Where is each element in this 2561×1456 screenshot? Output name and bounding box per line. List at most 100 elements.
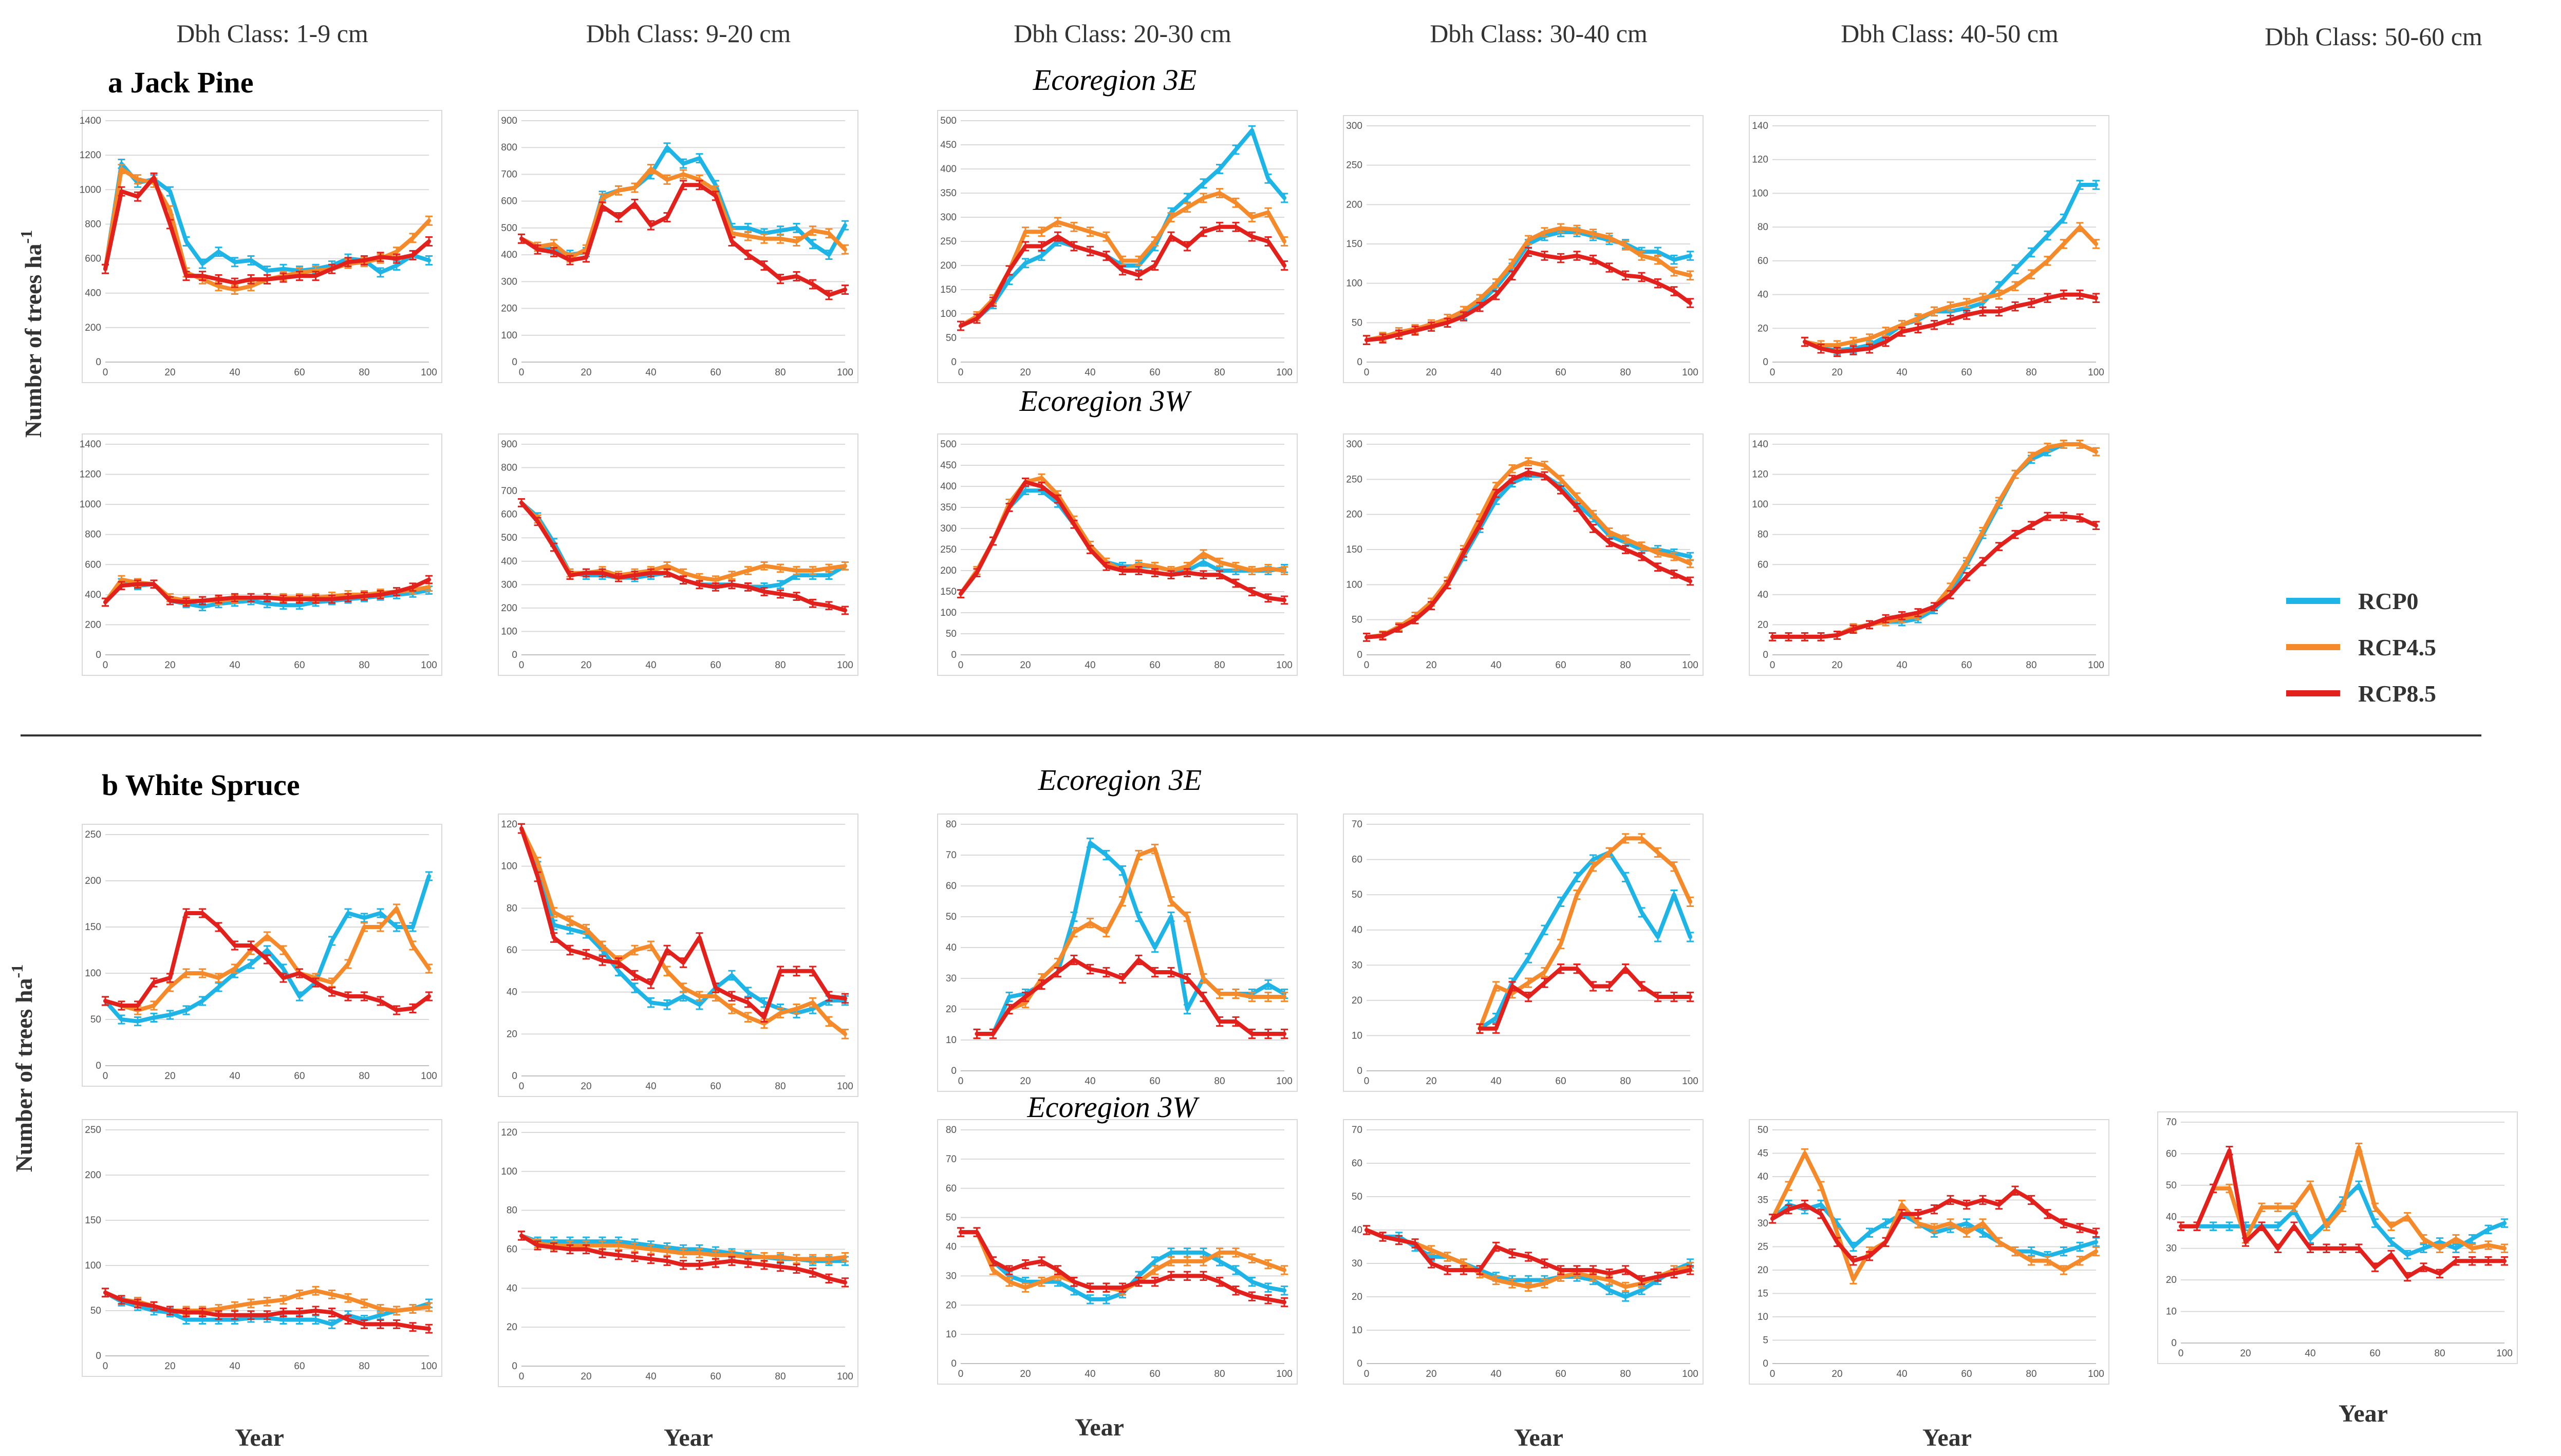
chart-frame (937, 433, 1298, 676)
x-tick-label: 20 (1426, 660, 1436, 671)
x-tick-label: 60 (710, 660, 721, 671)
chart-panel-jp-3w-4: 0 50 100 150 200 250 300 0 20 40 60 80 100 (1343, 433, 1704, 676)
y-tick-label: 60 (1352, 1158, 1362, 1169)
y-tick-label: 50 (946, 333, 957, 344)
y-tick-label: 15 (1758, 1289, 1768, 1299)
x-tick-label: 40 (229, 367, 240, 378)
chart-frame (937, 1119, 1298, 1385)
x-tick-label: 60 (294, 660, 305, 671)
y-tick-label: 20 (1352, 1292, 1362, 1302)
x-tick-label: 20 (164, 367, 175, 378)
chart-frame (937, 110, 1298, 383)
y-tick-label: 30 (1352, 960, 1362, 971)
x-tick-label: 0 (2178, 1348, 2184, 1359)
y-tick-label: 60 (946, 881, 957, 892)
x-tick-label: 20 (581, 367, 591, 378)
chart-panel-jp-3w-2: 0 100 200 300 400 500 600 700 800 900 0 20 40 60 80 100 (498, 433, 858, 676)
chart-frame (82, 433, 442, 676)
series-line-rcp45 (1478, 836, 1692, 1031)
chart-panel-jp-3w-3: 0 50 100 150 200 250 300 350 400 450 500 0 20 40 60 80 1… (937, 433, 1298, 676)
x-tick-label: 60 (294, 1071, 305, 1082)
x-tick-label: 20 (581, 1081, 591, 1092)
x-tick-label: 80 (359, 1071, 369, 1082)
x-tick-label: 20 (1426, 1369, 1436, 1379)
chart-frame (2157, 1111, 2518, 1364)
y-tick-label: 800 (501, 142, 517, 153)
x-tick-label: 80 (1214, 367, 1225, 378)
y-tick-label: 0 (96, 1061, 101, 1071)
x-tick-label: 20 (1831, 1369, 1842, 1379)
x-tick-label: 20 (1426, 367, 1436, 378)
y-tick-label: 500 (501, 223, 517, 234)
x-tick-label: 40 (645, 660, 656, 671)
y-tick-label: 40 (507, 987, 517, 998)
x-tick-label: 0 (1770, 367, 1775, 378)
series-line-rcp0 (1803, 183, 2098, 352)
y-tick-label: 120 (501, 819, 517, 830)
y-tick-label: 35 (1758, 1195, 1768, 1206)
y-tick-label: 0 (512, 357, 517, 368)
y-tick-label: 200 (85, 619, 101, 630)
x-tick-label: 100 (2088, 1369, 2104, 1379)
y-tick-label: 40 (1758, 290, 1768, 300)
x-tick-label: 20 (1831, 367, 1842, 378)
y-tick-label: 20 (507, 1029, 517, 1039)
y-tick-label: 50 (1352, 890, 1362, 900)
x-tick-label: 100 (1682, 1076, 1698, 1087)
y-tick-label: 200 (940, 260, 957, 271)
x-tick-label: 20 (1426, 1076, 1436, 1087)
chart-frame (498, 433, 858, 676)
chart-panel-jp-3w-1: 0 200 400 600 800 1000 1200 1400 0 20 40 60 80 100 (80, 433, 442, 676)
x-tick-label: 40 (1085, 367, 1095, 378)
y-tick-label: 600 (85, 254, 101, 264)
y-tick-label: 60 (1758, 559, 1768, 570)
x-tick-label: 100 (1682, 367, 1698, 378)
x-tick-label: 20 (581, 1371, 591, 1382)
y-tick-label: 10 (946, 1329, 957, 1340)
legend: RCP0 RCP4.5 RCP8.5 (2286, 588, 2436, 707)
x-tick-label: 100 (2088, 367, 2104, 378)
y-tick-label: 400 (501, 556, 517, 567)
y-tick-label: 200 (501, 603, 517, 614)
series-line-rcp45 (1803, 225, 2098, 348)
chart-frame (82, 110, 442, 383)
x-tick-label: 0 (1770, 1369, 1775, 1379)
y-tick-label: 1200 (80, 150, 101, 161)
x-tick-label: 100 (1276, 367, 1293, 378)
y-tick-label: 60 (2166, 1148, 2177, 1159)
y-tick-label: 0 (96, 357, 101, 368)
y-tick-label: 20 (1758, 619, 1768, 630)
y-tick-label: 40 (1758, 1171, 1768, 1182)
y-tick-label: 120 (501, 1127, 517, 1138)
col-header-3: Dbh Class: 20-30 cm (1014, 19, 1231, 48)
x-tick-label: 100 (837, 1081, 853, 1092)
x-tick-label: 20 (164, 1071, 175, 1082)
x-tick-label: 100 (2088, 660, 2104, 671)
y-tick-label: 600 (85, 559, 101, 570)
x-tick-label: 80 (775, 660, 786, 671)
x-tick-label: 80 (1620, 1076, 1631, 1087)
y-tick-label: 900 (501, 439, 517, 450)
x-tick-label: 0 (958, 367, 964, 378)
x-tick-label: 0 (958, 1076, 964, 1087)
x-tick-label: 100 (421, 367, 437, 378)
y-tick-label: 700 (501, 486, 517, 497)
x-tick-label: 60 (1555, 660, 1566, 671)
x-tick-label: 40 (229, 1071, 240, 1082)
col-header-1: Dbh Class: 1-9 cm (176, 19, 368, 48)
y-tick-label: 300 (501, 579, 517, 590)
x-tick-label: 80 (1214, 1076, 1225, 1087)
x-tick-label: 40 (1896, 367, 1907, 378)
x-axis-label-4: Year (1514, 1424, 1563, 1451)
y-tick-label: 10 (946, 1035, 957, 1046)
y-tick-label: 400 (85, 288, 101, 299)
y-tick-label: 70 (1352, 819, 1362, 830)
x-tick-label: 80 (359, 660, 369, 671)
chart-frame (498, 110, 858, 383)
y-tick-label: 0 (1763, 357, 1768, 368)
x-tick-label: 80 (2026, 367, 2036, 378)
x-tick-label: 0 (103, 367, 108, 378)
y-tick-label: 300 (1346, 121, 1362, 131)
x-tick-label: 0 (103, 660, 108, 671)
